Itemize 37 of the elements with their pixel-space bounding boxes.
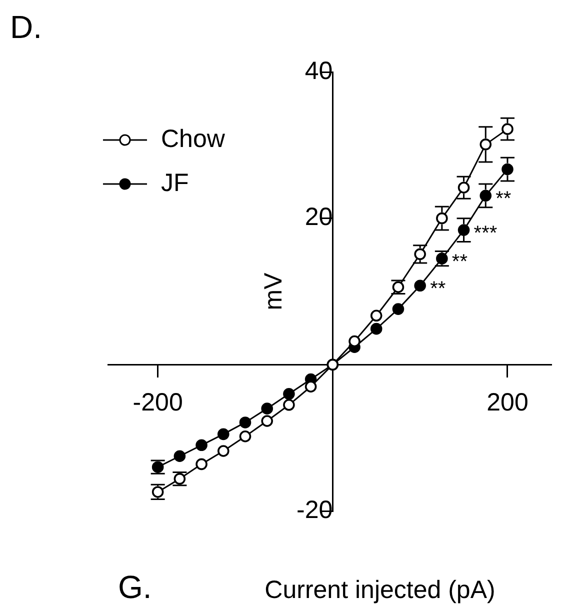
annotation: ** — [430, 278, 446, 300]
point — [217, 428, 230, 440]
point — [196, 439, 208, 452]
point — [370, 310, 382, 322]
x-axis-title: Current injected (pA) — [264, 576, 496, 604]
annotation: ** — [496, 188, 512, 210]
point — [480, 190, 492, 202]
annotation: ** — [452, 251, 468, 274]
point — [261, 402, 273, 414]
text: G. — [118, 569, 152, 605]
x-tick-label: 200 — [486, 388, 528, 417]
point — [370, 322, 382, 335]
point — [217, 445, 230, 457]
point — [502, 163, 514, 176]
legend-label: Chow — [161, 124, 226, 153]
y-tick-label: 20 — [304, 203, 333, 232]
point — [283, 399, 295, 411]
point — [239, 416, 252, 428]
point — [239, 430, 252, 442]
point — [414, 280, 426, 292]
annotation: *** — [474, 222, 498, 245]
point — [392, 303, 404, 315]
text: D. — [10, 9, 42, 45]
point — [283, 388, 295, 400]
point — [480, 138, 492, 150]
y-tick-label: 40 — [304, 56, 333, 85]
point — [458, 224, 470, 236]
point — [502, 123, 514, 135]
point — [196, 458, 208, 470]
x-tick-label: -200 — [132, 388, 183, 417]
y-axis-title: mV — [260, 272, 288, 310]
point — [436, 212, 448, 224]
y-tick-label: -20 — [296, 496, 333, 524]
point — [174, 450, 186, 462]
legend-label: JF — [161, 168, 189, 197]
point — [261, 415, 273, 427]
point — [458, 182, 470, 194]
